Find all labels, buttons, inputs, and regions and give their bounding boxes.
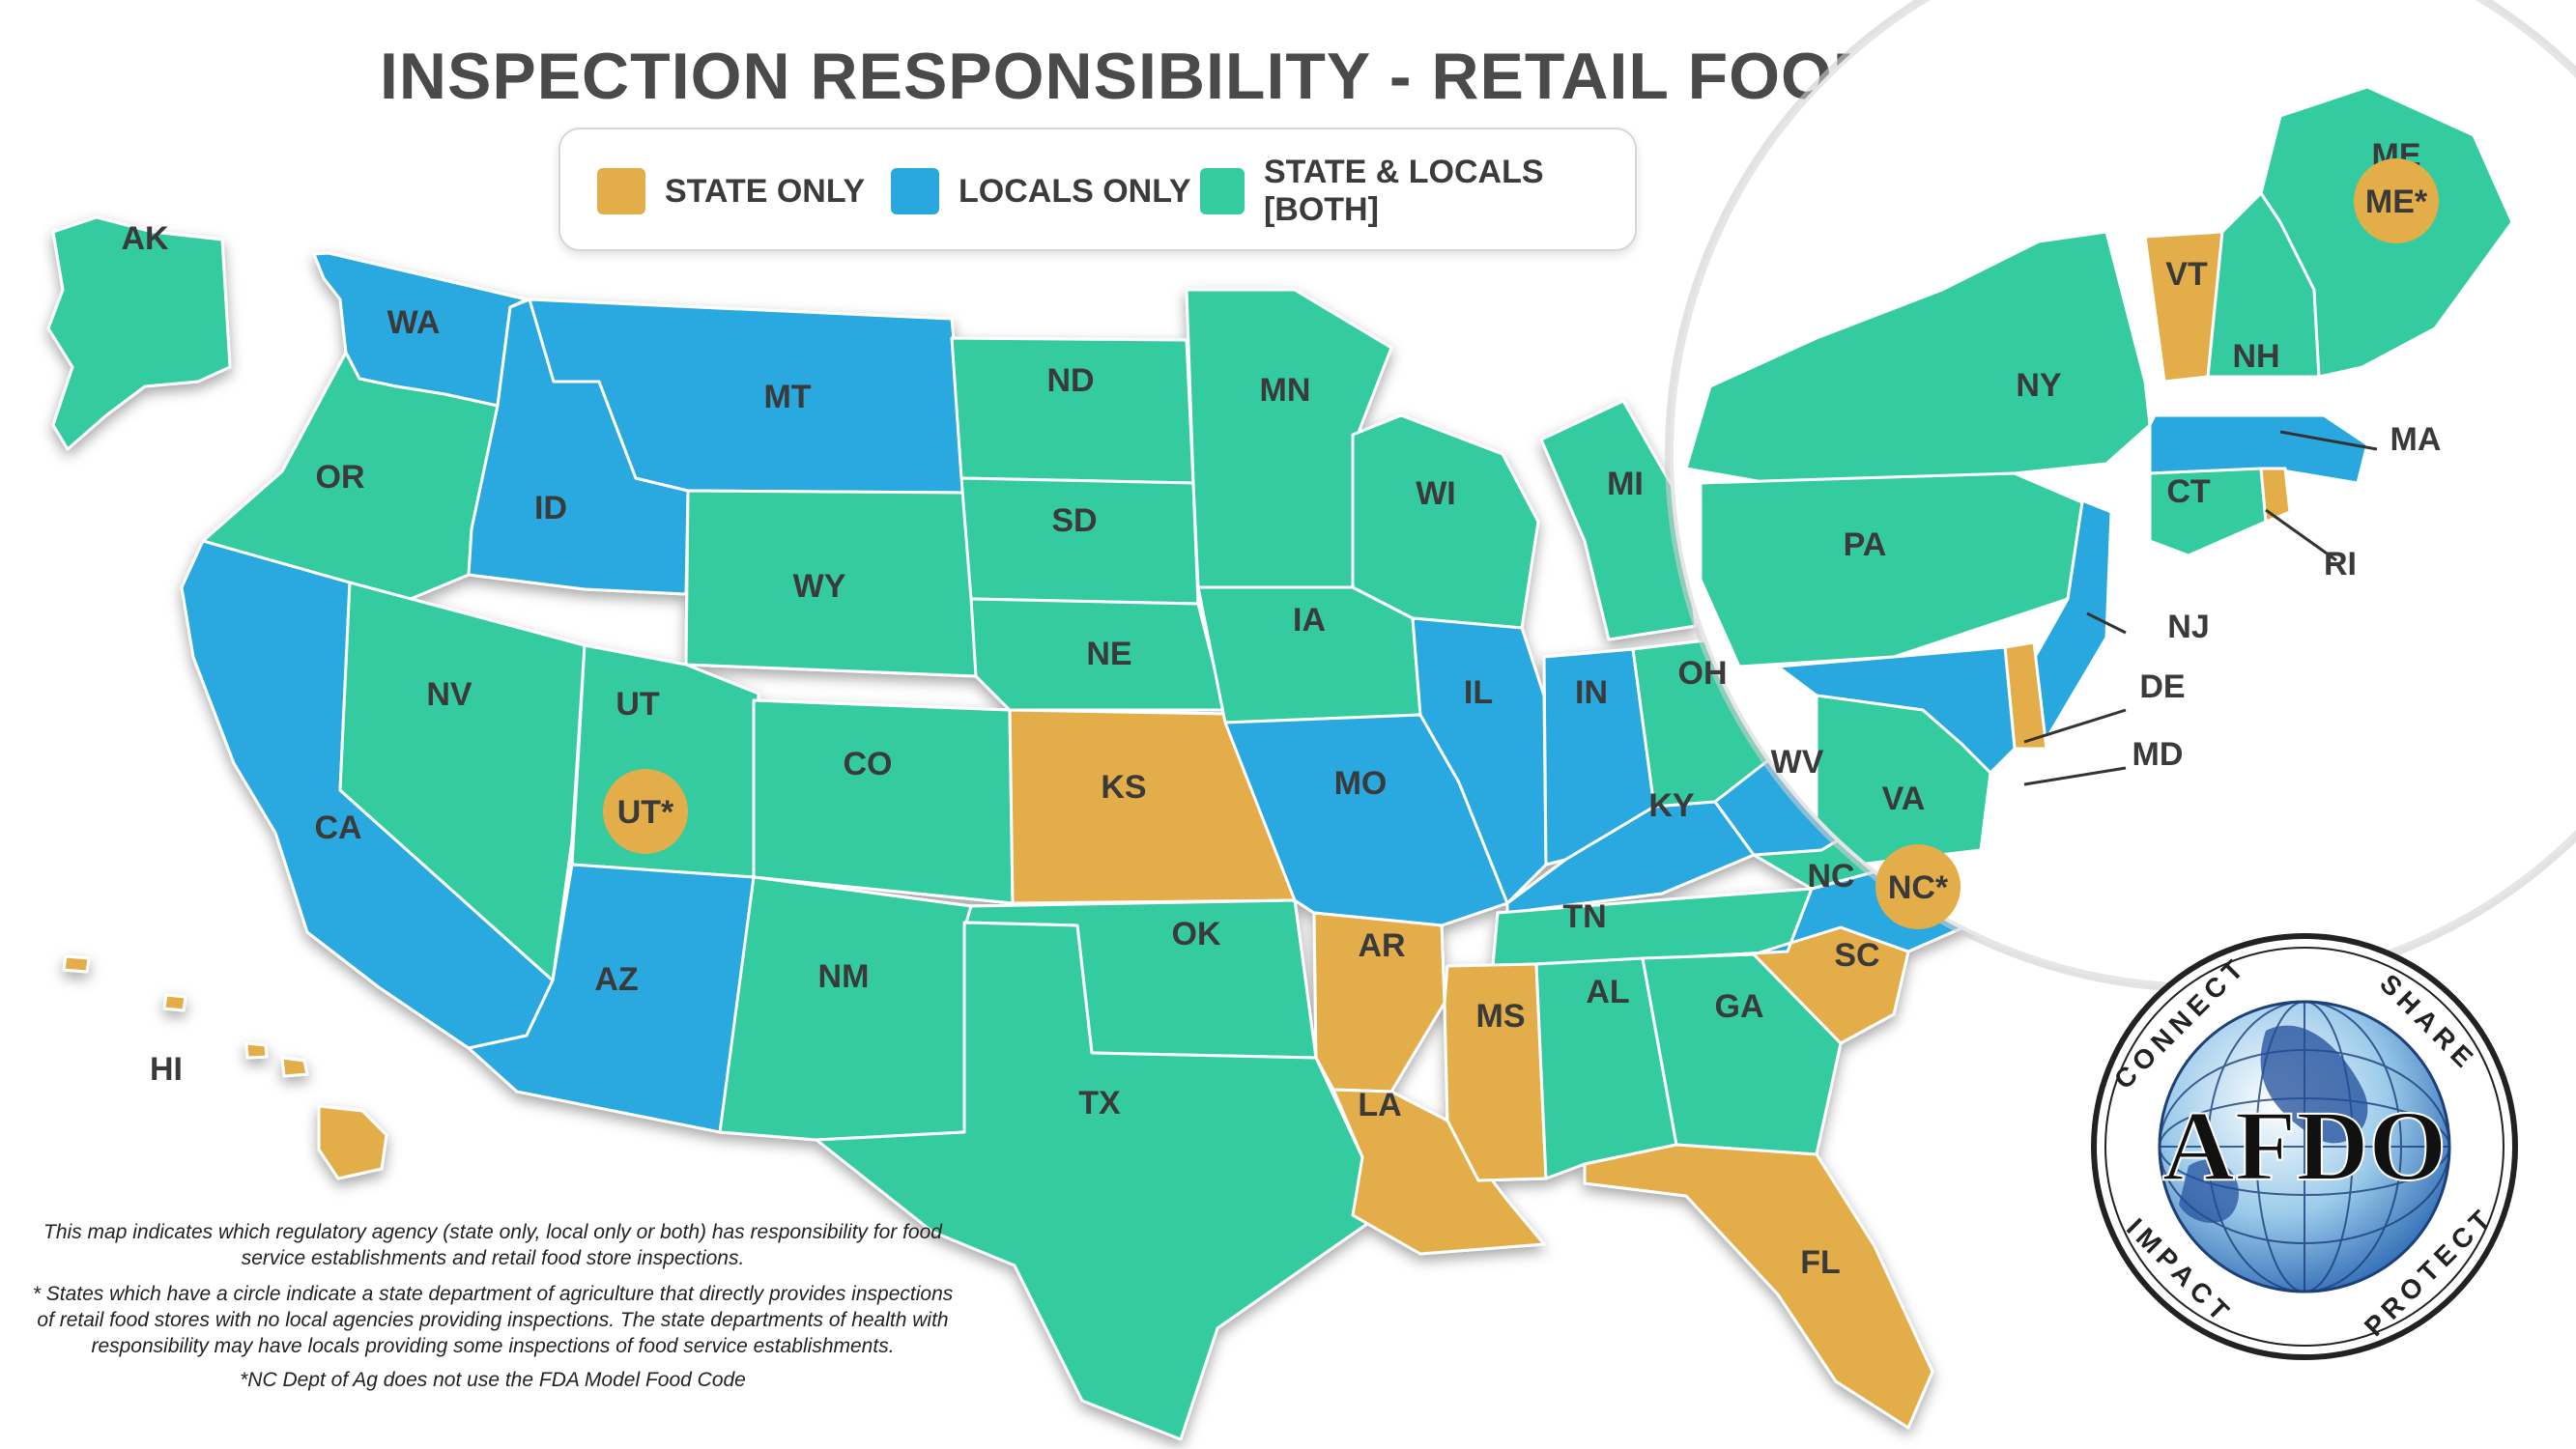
state-label-ky: KY xyxy=(1648,787,1695,824)
ag-circle-markers: UT* NC* ME* xyxy=(603,158,2439,929)
state-label-ga: GA xyxy=(1715,988,1764,1025)
inset-state-ct xyxy=(2148,467,2268,557)
state-label-wv: WV xyxy=(1771,744,1824,781)
state-label-or: OR xyxy=(316,459,365,496)
note-circle-explanation: * States which have a circle indicate a … xyxy=(32,1283,954,1357)
ag-circle-label-0: UT* xyxy=(617,794,674,831)
state-label-az: AZ xyxy=(594,961,638,998)
legend-item-both: STATE & LOCALS [BOTH] xyxy=(1200,154,1635,228)
state-label-pa: PA xyxy=(1844,526,1887,563)
legend-item-state-only: STATE ONLY xyxy=(597,168,865,214)
state-label-de: DE xyxy=(2139,668,2185,705)
state-label-wy: WY xyxy=(793,568,846,605)
state-label-mn: MN xyxy=(1260,372,1311,409)
state-label-ct: CT xyxy=(2166,473,2211,510)
state-label-la: LA xyxy=(1358,1087,1401,1123)
state-label-hi: HI xyxy=(150,1051,183,1088)
state-label-nd: ND xyxy=(1046,362,1094,399)
state-label-ak: AK xyxy=(121,220,169,257)
state-label-nv: NV xyxy=(426,676,472,713)
state-label-ms: MS xyxy=(1476,998,1526,1035)
state-label-ca: CA xyxy=(314,810,361,846)
ag-circle-label-1: NC* xyxy=(1888,869,1949,906)
state-wi xyxy=(1351,413,1540,630)
ag-circle-1 xyxy=(1875,844,1961,929)
legend-item-locals-only: LOCALS ONLY xyxy=(891,168,1191,214)
state-label-ok: OK xyxy=(1172,916,1221,952)
state-label-ny: NY xyxy=(2016,367,2062,404)
ag-circle-2 xyxy=(2354,158,2439,243)
state-hi xyxy=(62,954,388,1180)
state-label-fl: FL xyxy=(1800,1244,1841,1281)
map-notes: This map indicates which regulatory agen… xyxy=(29,1219,957,1403)
state-nv xyxy=(338,581,587,982)
state-label-mi: MI xyxy=(1607,466,1644,502)
map-title: INSPECTION RESPONSIBILITY - RETAIL FOOD xyxy=(379,40,1882,113)
state-label-sd: SD xyxy=(1051,502,1097,539)
state-tx xyxy=(815,921,1376,1441)
state-label-co: CO xyxy=(844,746,893,782)
legend-label-state-only: STATE ONLY xyxy=(665,172,866,210)
legend-swatch-both xyxy=(1200,168,1245,214)
state-la xyxy=(1331,1088,1546,1256)
state-label-va: VA xyxy=(1882,781,1926,817)
leader-lines xyxy=(2023,430,2378,786)
state-label-oh: OH xyxy=(1678,655,1728,692)
state-label-sc: SC xyxy=(1834,937,1879,974)
ag-circle-label-2: ME* xyxy=(2365,184,2428,220)
state-label-nm: NM xyxy=(818,958,870,995)
state-label-nh: NH xyxy=(2232,338,2279,375)
state-label-in: IN xyxy=(1575,674,1608,711)
state-label-il: IL xyxy=(1464,674,1493,711)
legend-swatch-state-only xyxy=(597,168,645,214)
legend-label-locals-only: LOCALS ONLY xyxy=(959,172,1191,210)
state-label-al: AL xyxy=(1586,974,1629,1010)
note-description: This map indicates which regulatory agen… xyxy=(43,1221,942,1269)
state-label-tn: TN xyxy=(1562,898,1606,935)
inset-state-ri xyxy=(2259,467,2292,524)
state-ak xyxy=(46,215,232,451)
state-labels: WA OR CA ID NV MT WY UT AZ CO NM ND SD NE KS OK TX MN IA MO… xyxy=(121,137,2441,1281)
state-fl xyxy=(1583,1143,1934,1430)
state-label-wa: WA xyxy=(387,304,441,341)
state-label-mt: MT xyxy=(763,379,811,415)
state-label-ma: MA xyxy=(2390,421,2442,458)
state-label-wi: WI xyxy=(1416,475,1456,512)
state-label-nj: NJ xyxy=(2167,609,2209,645)
state-nd xyxy=(950,336,1195,485)
ag-circle-0 xyxy=(603,769,688,854)
state-label-ri: RI xyxy=(2324,546,2357,582)
state-label-tx: TX xyxy=(1078,1085,1121,1122)
legend-swatch-locals-only xyxy=(891,168,939,214)
state-label-mo: MO xyxy=(1334,765,1388,802)
note-nc: *NC Dept of Ag does not use the FDA Mode… xyxy=(240,1369,746,1391)
state-label-id: ID xyxy=(534,490,567,526)
state-nm xyxy=(718,875,973,1142)
state-il xyxy=(1411,616,1548,905)
state-label-nc: NC xyxy=(1807,858,1854,895)
state-label-ut: UT xyxy=(615,686,660,723)
legend: STATE ONLY LOCALS ONLY STATE & LOCALS [B… xyxy=(558,128,1637,251)
afdo-logo-text: AFDO xyxy=(2162,1091,2447,1202)
state-sd xyxy=(959,476,1200,606)
state-ne xyxy=(969,597,1227,712)
state-label-ia: IA xyxy=(1293,602,1326,639)
state-label-ar: AR xyxy=(1358,927,1405,964)
state-label-ks: KS xyxy=(1101,769,1146,806)
state-co xyxy=(752,698,1015,905)
state-label-vt: VT xyxy=(2165,256,2208,293)
state-label-ne: NE xyxy=(1086,636,1131,672)
state-label-md: MD xyxy=(2132,736,2184,773)
legend-label-both: STATE & LOCALS [BOTH] xyxy=(1263,154,1544,228)
